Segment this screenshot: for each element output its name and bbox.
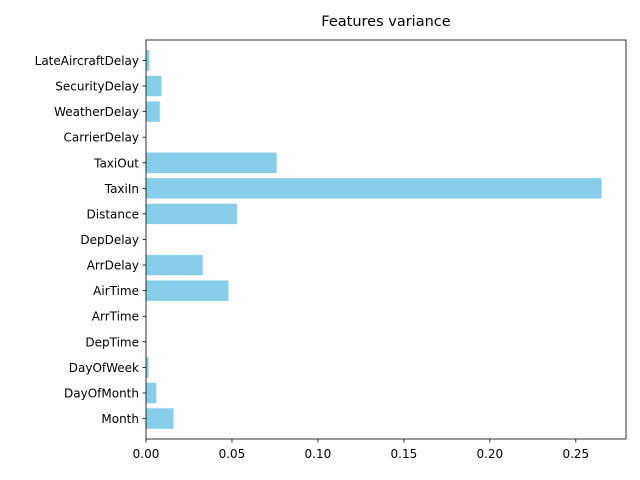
y-tick-label: WeatherDelay [54, 105, 139, 119]
y-tick-label: DepDelay [80, 233, 139, 247]
bars-group [146, 50, 602, 429]
y-tick-label: SecurityDelay [55, 80, 139, 94]
x-tick-label: 0.10 [305, 447, 332, 461]
y-tick-label: CarrierDelay [64, 131, 139, 145]
y-tick-label: AirTime [93, 284, 139, 298]
y-tick-label: DepTime [85, 335, 139, 349]
bar-TaxiIn [146, 178, 602, 199]
y-tick-label: DayOfMonth [64, 386, 139, 400]
x-tick-label: 0.25 [562, 447, 589, 461]
y-tick-label: TaxiOut [93, 156, 139, 170]
bar-LateAircraftDelay [146, 50, 150, 71]
bar-AirTime [146, 280, 229, 301]
y-tick-label: Distance [87, 207, 139, 221]
y-tick-label: TaxiIn [104, 182, 139, 196]
bar-DayOfWeek [146, 357, 149, 378]
bar-DayOfMonth [146, 382, 157, 404]
x-tick-label: 0.20 [476, 447, 503, 461]
plot-area-frame [145, 39, 627, 440]
y-tick-label: ArrDelay [87, 259, 139, 273]
y-tick-label: ArrTime [92, 310, 139, 324]
x-tick-label: 0.15 [391, 447, 418, 461]
chart-title: Features variance [321, 14, 450, 30]
bar-TaxiOut [146, 152, 277, 173]
y-axis-ticks: Month DayOfMonth DayOfWeek DepTime ArrTime Ai… [35, 54, 146, 426]
bar-Distance [146, 203, 238, 225]
bar-WeatherDelay [146, 101, 160, 122]
y-tick-label: LateAircraftDelay [35, 54, 139, 68]
y-tick-label: DayOfWeek [69, 361, 139, 375]
y-tick-label: Month [101, 412, 139, 426]
x-axis-ticks: 0.00 0.05 0.10 0.15 0.20 0.25 [133, 439, 589, 461]
x-tick-label: 0.05 [219, 447, 246, 461]
bar-Month [146, 408, 174, 429]
bar-ArrDelay [146, 254, 203, 276]
x-tick-label: 0.00 [133, 447, 160, 461]
bar-SecurityDelay [146, 75, 162, 97]
